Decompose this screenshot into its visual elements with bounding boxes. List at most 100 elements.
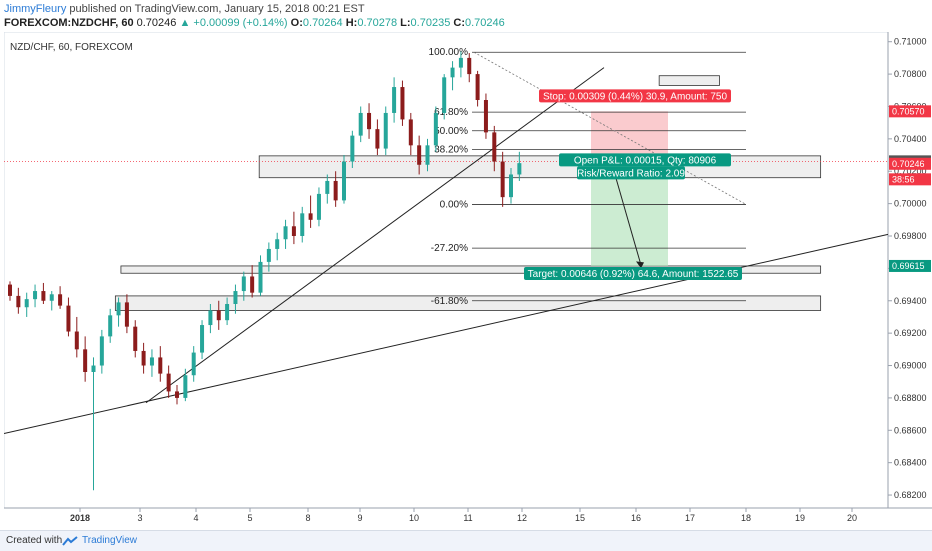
chart-symbol-title: NZD/CHF, 60, FOREXCOM xyxy=(10,42,133,53)
candle-body xyxy=(208,310,213,326)
candle-body xyxy=(350,135,355,162)
candle-body xyxy=(24,299,29,308)
candle-body xyxy=(225,304,230,321)
target-label: Target: 0.00646 (0.92%) 64.6, Amount: 15… xyxy=(528,269,739,280)
sr-zone xyxy=(120,265,822,274)
author-link[interactable]: JimmyFleury xyxy=(4,3,67,15)
candle-body xyxy=(74,331,79,350)
rr-label: Risk/Reward Ratio: 2.09 xyxy=(577,168,685,179)
price-label-bg xyxy=(889,259,931,272)
high-label: H: xyxy=(345,17,358,29)
y-tick-label: 0.68400 xyxy=(894,458,927,468)
y-tick-label: 0.71000 xyxy=(894,37,927,47)
x-tick-label: 8 xyxy=(305,513,310,523)
stop-label: Stop: 0.00309 (0.44%) 30.9, Amount: 750 xyxy=(543,91,727,102)
candle-body xyxy=(300,213,305,236)
quote-line: FOREXCOM:NZDCHF, 60 0.70246 ▲ +0.00099 (… xyxy=(4,17,505,29)
fib-label: 38.20% xyxy=(434,144,468,155)
candle-body xyxy=(83,349,88,372)
y-tick-label: 0.70000 xyxy=(894,199,927,209)
candle-body xyxy=(266,248,271,262)
candle-body xyxy=(116,302,121,316)
price-label-bg xyxy=(889,173,931,186)
candle-body xyxy=(509,174,513,198)
candle-body xyxy=(333,180,338,201)
candle-body xyxy=(149,357,154,366)
price-label: 0.69615 xyxy=(892,261,925,271)
fib-label: 50.00% xyxy=(434,126,468,137)
high-value: 0.70278 xyxy=(357,17,398,29)
open-label: O: xyxy=(290,17,303,29)
candle-body xyxy=(492,132,497,162)
y-tick-label: 0.70400 xyxy=(894,134,927,144)
fib-label: -27.20% xyxy=(431,243,468,254)
candle-body xyxy=(275,239,280,249)
y-tick-label: 0.70800 xyxy=(894,69,927,79)
candle-body xyxy=(33,291,38,300)
candle-body xyxy=(316,193,321,220)
y-tick-label: 0.68600 xyxy=(894,425,927,435)
candle-body xyxy=(342,161,346,201)
price-label: 38:56 xyxy=(892,174,915,184)
x-tick-label: 11 xyxy=(463,513,472,523)
x-tick-label: 19 xyxy=(795,513,805,523)
candle-body xyxy=(16,295,21,308)
close-label: C: xyxy=(453,17,465,29)
tradingview-brand[interactable]: TradingView xyxy=(82,535,138,546)
candle-body xyxy=(408,119,413,146)
price-label: 0.70570 xyxy=(892,106,925,116)
candle-body xyxy=(250,276,255,293)
candle-body xyxy=(41,291,46,301)
y-tick-label: 0.69200 xyxy=(894,328,927,338)
candle-body xyxy=(475,74,480,100)
symbol-line: FOREXCOM:NZDCHF, 60 xyxy=(4,17,134,29)
candle-body xyxy=(200,325,205,353)
candle-body xyxy=(375,129,380,149)
candle-body xyxy=(141,350,146,366)
candle-body xyxy=(442,77,447,113)
created-with-text: Created with xyxy=(6,535,63,546)
y-tick-label: 0.68200 xyxy=(894,490,927,500)
price-chart[interactable]: 0.710000.708000.706000.704000.702000.700… xyxy=(4,32,932,530)
published-text: published on TradingView.com, January 15… xyxy=(69,3,365,15)
publish-header: JimmyFleury published on TradingView.com… xyxy=(4,3,365,15)
x-tick-label: 15 xyxy=(575,513,585,523)
candle-body xyxy=(500,161,505,198)
candle-body xyxy=(425,145,430,165)
candle-body xyxy=(325,180,330,194)
price-change: ▲ +0.00099 (+0.14%) xyxy=(179,17,288,29)
candle-body xyxy=(392,87,397,113)
candle-body xyxy=(166,373,171,392)
pnl-label-bg xyxy=(559,153,731,167)
candle-body xyxy=(517,163,522,175)
candle-body xyxy=(91,365,96,372)
trend-line-steep xyxy=(145,67,605,404)
price-label: 0.70246 xyxy=(892,159,925,169)
candle-body xyxy=(183,375,188,398)
candle-body xyxy=(458,57,463,68)
close-value: 0.70246 xyxy=(464,17,505,29)
candle-body xyxy=(133,326,138,351)
target-label-bg xyxy=(524,266,742,280)
candle-body xyxy=(283,226,288,240)
candle-body xyxy=(241,276,246,292)
candle-body xyxy=(233,291,238,304)
low-label: L: xyxy=(400,17,411,29)
candle-body xyxy=(124,302,129,327)
x-tick-label: 12 xyxy=(517,513,527,523)
candle-body xyxy=(417,145,422,165)
candle-body xyxy=(467,57,472,75)
x-tick-label: 20 xyxy=(847,513,857,523)
x-tick-label: 2018 xyxy=(70,513,90,523)
candle-body xyxy=(158,357,163,374)
stop-zone xyxy=(591,111,668,162)
candle-body xyxy=(483,100,488,133)
y-tick-label: 0.69000 xyxy=(894,361,927,371)
candle-body xyxy=(400,87,405,120)
price-label-bg xyxy=(889,157,931,170)
pnl-label: Open P&L: 0.00015, Qty: 80906 xyxy=(574,155,717,166)
y-tick-label: 0.69800 xyxy=(894,231,927,241)
candle-body xyxy=(450,67,455,78)
candle-body xyxy=(433,112,438,146)
open-value: 0.70264 xyxy=(302,17,343,29)
